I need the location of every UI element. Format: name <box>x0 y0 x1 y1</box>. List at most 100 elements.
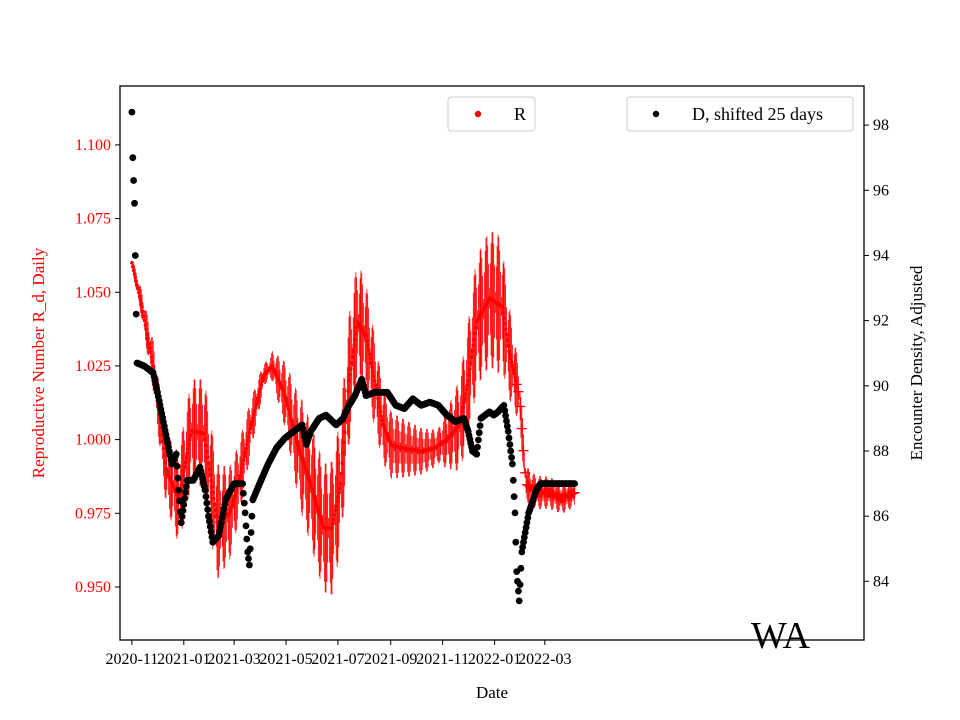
left-tick-label: 1.000 <box>75 432 111 449</box>
right-axis-label: Encounter Density, Adjusted <box>907 265 926 460</box>
r-point <box>506 343 511 348</box>
r-point <box>242 454 247 459</box>
r-point <box>181 474 185 478</box>
r-point <box>139 301 144 306</box>
legend-r-marker <box>474 110 482 118</box>
legend-d-label: D, shifted 25 days <box>692 104 823 124</box>
r-point <box>136 286 140 291</box>
d-point <box>172 450 180 458</box>
d-point <box>182 489 189 496</box>
d-point <box>180 501 188 508</box>
r-point <box>504 332 509 337</box>
legend-d: D, shifted 25 days <box>626 96 854 132</box>
r-point <box>204 443 208 448</box>
region-annotation: WA <box>751 615 811 657</box>
d-point <box>515 597 523 605</box>
r-point <box>509 360 514 365</box>
r-point <box>464 387 469 392</box>
r-point <box>141 309 145 314</box>
r-point <box>461 405 465 410</box>
legend-r-frame <box>447 96 536 132</box>
r-point <box>290 420 294 424</box>
d-point <box>511 509 519 517</box>
d-point <box>203 499 211 507</box>
r-point <box>295 440 299 445</box>
d-point <box>206 523 214 530</box>
d-point <box>174 474 182 482</box>
d-point <box>506 441 514 448</box>
d-point <box>501 407 509 414</box>
r-point <box>187 442 191 447</box>
r-point <box>202 431 207 436</box>
d-point <box>240 499 248 507</box>
r-cross-marker <box>567 488 578 499</box>
left-axis-label: Reproductive Number R_d, Daily <box>29 247 48 478</box>
d-point <box>132 310 140 318</box>
right-tick-label: 90 <box>873 378 889 395</box>
d-point <box>128 108 136 116</box>
r-point <box>284 397 288 401</box>
r-point <box>184 456 189 460</box>
d-point <box>517 564 525 572</box>
r-point <box>370 365 374 370</box>
r-point <box>335 499 339 504</box>
r-point <box>135 283 139 287</box>
left-tick-label: 0.950 <box>75 579 111 596</box>
right-axis-ticks: 84 86 88 90 92 94 96 98 <box>864 117 889 590</box>
left-tick-label: 0.975 <box>75 505 111 522</box>
r-point <box>503 321 507 326</box>
r-point <box>338 482 343 486</box>
r-point <box>377 401 381 405</box>
r-point <box>285 403 290 408</box>
d-point <box>515 587 522 595</box>
d-point <box>247 529 255 536</box>
plot-frame <box>119 85 865 641</box>
right-tick-label: 94 <box>873 248 889 265</box>
r-point <box>468 367 472 371</box>
r-point <box>513 375 517 379</box>
d-point <box>201 486 209 494</box>
legend-d-marker <box>652 110 660 118</box>
r-point <box>209 479 213 483</box>
d-point <box>476 422 484 429</box>
x-tick-label: 2021-09 <box>364 651 417 668</box>
d-point <box>207 528 215 536</box>
r-point <box>368 356 373 361</box>
right-tick-label: 92 <box>873 313 889 330</box>
right-tick-label: 84 <box>873 573 889 590</box>
left-tick-label: 1.025 <box>75 358 111 375</box>
r-point <box>511 367 516 372</box>
d-point <box>500 402 508 409</box>
d-point <box>129 154 137 162</box>
r-point <box>347 378 351 383</box>
r-point <box>365 339 369 343</box>
r-point <box>205 455 210 460</box>
r-point <box>240 462 245 467</box>
r-point <box>373 383 378 387</box>
d-point <box>242 522 250 530</box>
d-point <box>241 509 249 517</box>
r-cross-marker <box>516 423 527 434</box>
r-point <box>340 461 345 466</box>
r-point <box>144 327 149 332</box>
d-point <box>510 493 518 500</box>
r-point <box>212 502 217 507</box>
d-point <box>509 476 517 484</box>
d-point <box>503 417 510 425</box>
d-point <box>177 519 185 527</box>
right-tick-label: 88 <box>873 443 889 460</box>
d-point <box>508 454 515 461</box>
r-point <box>134 279 138 284</box>
d-point <box>503 422 511 430</box>
r-cross-marker <box>515 401 526 412</box>
left-axis-ticks: 0.950 0.975 1.000 1.025 1.050 1.075 1.100 <box>75 137 120 596</box>
d-point <box>202 493 210 500</box>
d-point <box>239 480 247 487</box>
r-point <box>146 336 150 341</box>
r-point <box>350 355 355 359</box>
d-point <box>248 512 256 520</box>
d-point <box>205 512 212 520</box>
r-cross-marker <box>511 379 522 390</box>
d-series <box>128 108 578 605</box>
